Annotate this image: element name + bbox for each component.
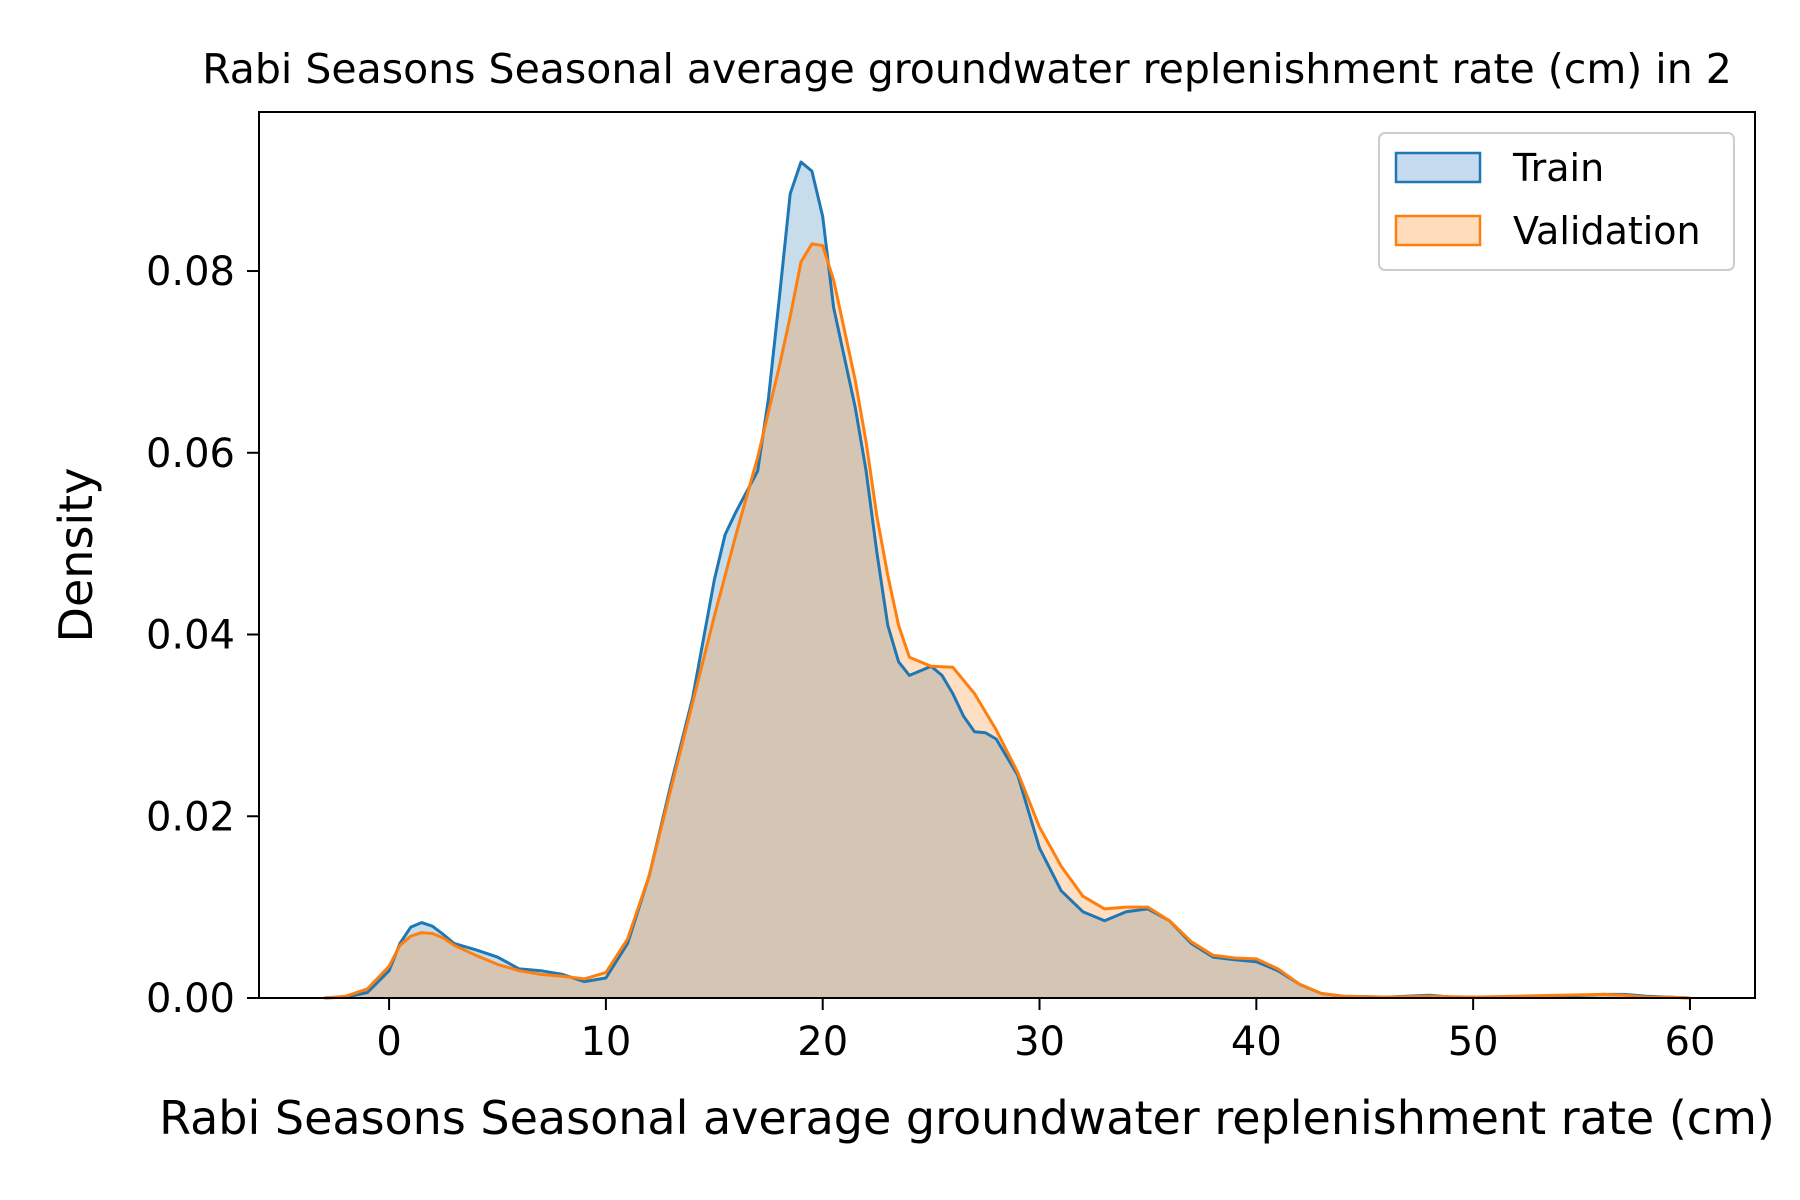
density-line-validation xyxy=(323,242,1691,1000)
x-tick-label: 10 xyxy=(580,1019,631,1065)
y-tick-label: 0.00 xyxy=(146,976,235,1022)
density-area-train xyxy=(324,162,1690,998)
legend-label-train: Train xyxy=(1512,146,1604,190)
y-axis: 0.00 0.02 0.04 0.06 0.08 xyxy=(146,249,259,1022)
y-tick-label: 0.06 xyxy=(146,431,235,477)
x-tick-label: 30 xyxy=(1014,1019,1065,1065)
density-lines xyxy=(323,160,1691,1000)
y-axis-title: Density xyxy=(49,468,103,643)
legend: Train Validation xyxy=(1378,132,1735,271)
legend-swatch-validation xyxy=(1394,214,1482,247)
chart-title: Rabi Seasons Seasonal average groundwate… xyxy=(202,45,1732,93)
legend-swatch-train xyxy=(1394,151,1482,184)
density-fills xyxy=(324,162,1690,999)
x-tick-label: 60 xyxy=(1665,1019,1716,1065)
x-tick-label: 50 xyxy=(1448,1019,1499,1065)
legend-label-validation: Validation xyxy=(1513,209,1701,253)
density-area-validation xyxy=(324,243,1690,999)
y-tick-label: 0.02 xyxy=(146,794,235,840)
x-axis: 0 10 20 30 40 50 60 xyxy=(376,998,1715,1065)
plot-frame xyxy=(258,111,1756,999)
x-tick-label: 20 xyxy=(797,1019,848,1065)
x-axis-title: Rabi Seasons Seasonal average groundwate… xyxy=(159,1091,1775,1145)
y-tick-label: 0.08 xyxy=(146,249,235,295)
y-tick-label: 0.04 xyxy=(146,613,235,659)
x-tick-label: 0 xyxy=(376,1019,401,1065)
x-tick-label: 40 xyxy=(1231,1019,1282,1065)
